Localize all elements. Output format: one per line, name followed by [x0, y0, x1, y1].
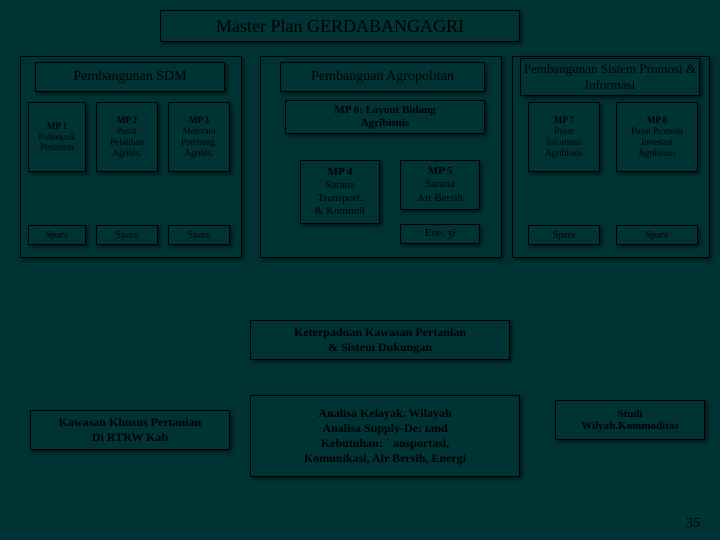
- title-box: Master Plan GERDABANGAGRI: [160, 10, 520, 42]
- mp5-box: MP 5SaranaAir Bersih: [400, 160, 480, 210]
- mp1-box: MP 1PoliteknikPertanian: [28, 102, 86, 172]
- keterpaduan-box: Keterpaduan Kawasan Pertanian& Sistem Du…: [250, 320, 510, 360]
- spare3: Spare: [168, 225, 230, 245]
- kawasan-box: Kawasan Khusus PertanianDi RTRW Kab: [30, 410, 230, 450]
- group2-title: Pembanguan Agropolitan: [280, 62, 485, 92]
- spare2: Spare: [96, 225, 158, 245]
- group1-title: Pembangunan SDM: [35, 62, 225, 92]
- spare1: Spare: [28, 225, 86, 245]
- studi-box: StudiWilyah.Kommoditas: [555, 400, 705, 440]
- energi-box: Ene. ʒi: [400, 224, 480, 244]
- spare8: Spare: [616, 225, 698, 245]
- title-text: Master Plan GERDABANGAGRI: [216, 16, 464, 37]
- analisa-box: Analisa Kelayak. WilayahAnalisa Supply-D…: [250, 395, 520, 477]
- spare7: Spare: [528, 225, 600, 245]
- mp2-box: MP 2PusatPelatihanAgribis.: [96, 102, 158, 172]
- mp8-box: MP 8Pusat PromosiInvestasiAgribisnis: [616, 102, 698, 172]
- mp6-box: MP 6: Layout BidangAgribisnis: [285, 100, 485, 134]
- group3-title: Pembangunan Sistem Promosi & Informasi: [520, 58, 700, 96]
- page-number: 35: [686, 516, 700, 532]
- mp4-box: MP 4SaranaTransport.& Komunil: [300, 160, 380, 224]
- mp7-box: MP 7PusatInformasiAgribisnis: [528, 102, 600, 172]
- mp3-box: MP 3MotivatoPembang.Agribis.: [168, 102, 230, 172]
